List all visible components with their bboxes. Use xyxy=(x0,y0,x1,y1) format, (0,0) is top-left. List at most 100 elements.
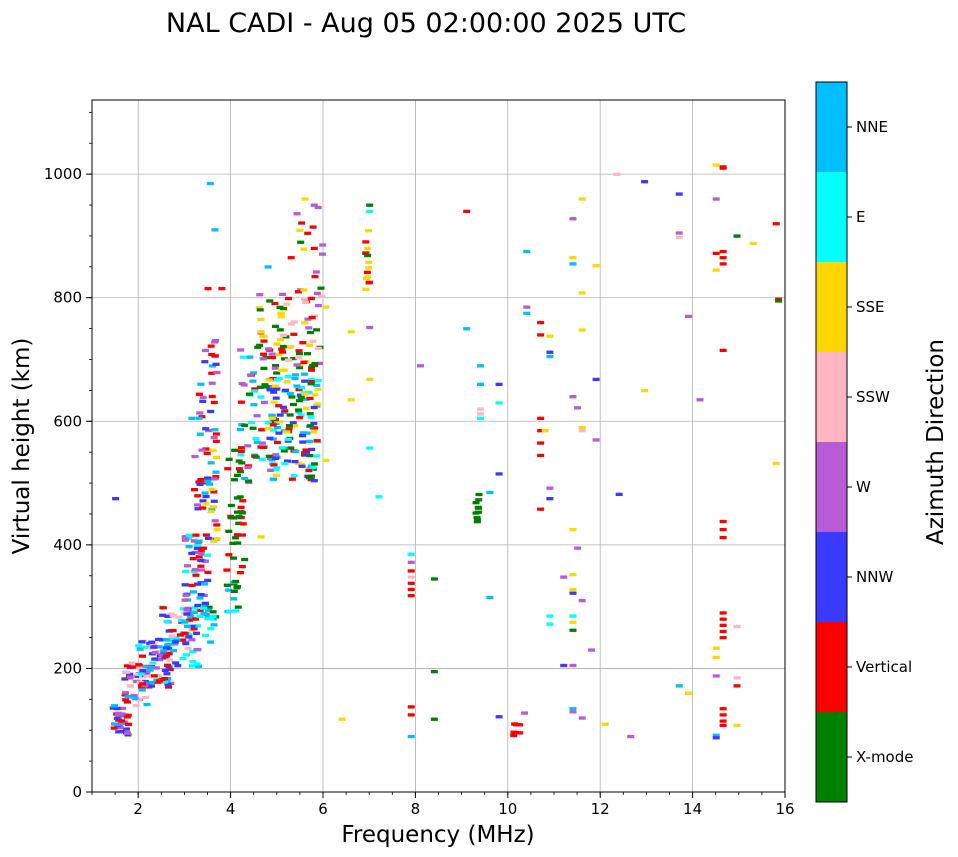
echo-point xyxy=(124,733,132,737)
echo-point xyxy=(130,693,138,698)
echo-point xyxy=(141,666,149,671)
echo-point xyxy=(302,300,310,304)
echo-point xyxy=(191,454,199,459)
echo-point xyxy=(237,505,245,510)
echo-point xyxy=(181,620,189,624)
echo-point xyxy=(270,400,278,404)
echo-point xyxy=(475,492,483,497)
echo-point xyxy=(233,496,241,500)
echo-point xyxy=(164,614,172,618)
echo-point xyxy=(256,308,264,312)
echo-point xyxy=(208,507,216,511)
echo-mark xyxy=(712,655,720,660)
echo-point xyxy=(149,661,157,665)
echo-point xyxy=(362,240,370,244)
echo-point xyxy=(179,638,187,642)
echo-point xyxy=(172,661,180,665)
echo-point xyxy=(273,378,281,382)
echo-point xyxy=(254,345,262,349)
echo-mark xyxy=(775,297,783,301)
echo-point xyxy=(309,467,317,471)
y-tick-label: 800 xyxy=(53,289,82,307)
echo-point xyxy=(128,661,136,665)
echo-point xyxy=(296,398,304,403)
echo-mark xyxy=(587,648,595,652)
x-tick-label: 16 xyxy=(775,800,794,818)
echo-point xyxy=(194,507,202,511)
echo-point xyxy=(273,371,281,375)
echo-point xyxy=(155,674,163,678)
echo-point xyxy=(236,469,244,474)
echo-point xyxy=(168,634,176,638)
echo-point xyxy=(135,663,143,667)
echo-point xyxy=(247,373,255,377)
echo-point xyxy=(295,356,303,360)
echo-mark xyxy=(430,717,438,721)
echo-point xyxy=(307,424,315,428)
echo-mark xyxy=(546,334,554,338)
echo-point xyxy=(227,503,235,508)
echo-mark xyxy=(407,560,415,564)
echo-point xyxy=(195,555,203,559)
echo-point xyxy=(225,609,233,613)
echo-point xyxy=(199,399,207,403)
echo-point xyxy=(164,685,172,689)
echo-point xyxy=(240,383,248,387)
echo-mark xyxy=(712,674,720,678)
echo-mark xyxy=(537,507,545,511)
echo-mark xyxy=(733,676,741,680)
echo-mark xyxy=(592,264,600,268)
echo-point xyxy=(135,666,143,670)
echo-point xyxy=(301,321,309,325)
echo-mark xyxy=(719,723,727,728)
echo-point xyxy=(123,664,131,668)
echo-point xyxy=(312,270,320,274)
colorbar: X-mode Vertical NNW W SSW SSE E NNE xyxy=(815,81,913,803)
echo-point xyxy=(123,731,131,735)
echo-point xyxy=(194,494,202,498)
echo-mark xyxy=(719,617,727,621)
echo-point xyxy=(195,392,203,396)
echo-point xyxy=(185,533,193,537)
echo-point xyxy=(297,395,305,400)
echo-point xyxy=(308,368,316,372)
echo-point xyxy=(149,642,157,646)
echo-point xyxy=(269,423,277,427)
echo-point xyxy=(267,468,275,472)
colorbar-segment xyxy=(816,172,847,262)
echo-point xyxy=(232,609,240,613)
echo-point xyxy=(155,645,163,649)
echo-point xyxy=(208,371,216,375)
echo-point xyxy=(299,431,307,435)
echo-mark xyxy=(592,438,600,442)
echo-point xyxy=(231,478,239,482)
echo-point xyxy=(123,700,131,704)
echo-point xyxy=(311,363,319,368)
echo-point xyxy=(118,729,126,734)
echo-point xyxy=(235,459,243,463)
echo-point xyxy=(159,613,167,617)
colorbar-segment xyxy=(816,712,847,802)
echo-point xyxy=(277,368,285,372)
echo-point xyxy=(311,393,319,397)
echo-mark xyxy=(112,497,120,501)
echo-point xyxy=(170,649,178,653)
echo-point xyxy=(119,706,127,711)
echo-point xyxy=(233,510,241,514)
echo-point xyxy=(161,680,169,684)
echo-point xyxy=(186,618,194,622)
echo-mark xyxy=(206,181,214,186)
echo-mark xyxy=(560,575,568,579)
echo-point xyxy=(317,286,325,290)
echo-point xyxy=(124,722,132,726)
echo-point xyxy=(296,365,304,370)
echo-point xyxy=(362,251,370,255)
echo-mark xyxy=(407,594,415,598)
echo-point xyxy=(307,377,315,381)
echo-point xyxy=(295,351,303,356)
echo-point xyxy=(210,477,218,481)
echo-point xyxy=(197,382,205,386)
echo-point xyxy=(209,448,217,452)
echo-mark xyxy=(613,172,621,176)
echo-mark xyxy=(537,320,545,325)
